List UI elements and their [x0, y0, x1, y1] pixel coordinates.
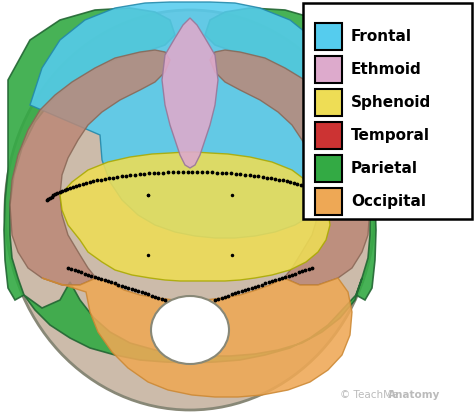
- Polygon shape: [30, 2, 350, 238]
- Text: Frontal: Frontal: [351, 29, 412, 44]
- Text: Anatomy: Anatomy: [388, 390, 440, 400]
- Polygon shape: [205, 8, 376, 300]
- Polygon shape: [24, 278, 362, 363]
- Text: Occipital: Occipital: [351, 194, 426, 209]
- FancyBboxPatch shape: [315, 122, 342, 149]
- Text: Parietal: Parietal: [351, 161, 418, 176]
- FancyBboxPatch shape: [315, 188, 342, 215]
- Polygon shape: [162, 18, 218, 168]
- Text: Temporal: Temporal: [351, 128, 430, 143]
- Text: Ethmoid: Ethmoid: [351, 62, 422, 77]
- Text: © TeachMe: © TeachMe: [340, 390, 398, 400]
- FancyBboxPatch shape: [303, 3, 472, 219]
- Ellipse shape: [151, 296, 229, 364]
- Polygon shape: [42, 278, 352, 397]
- FancyBboxPatch shape: [315, 56, 342, 83]
- FancyBboxPatch shape: [315, 23, 342, 50]
- FancyBboxPatch shape: [315, 155, 342, 182]
- Ellipse shape: [5, 10, 375, 410]
- FancyBboxPatch shape: [315, 89, 342, 116]
- Polygon shape: [210, 50, 370, 285]
- Text: Sphenoid: Sphenoid: [351, 95, 431, 110]
- Polygon shape: [4, 8, 175, 300]
- Polygon shape: [60, 152, 330, 281]
- Polygon shape: [10, 50, 170, 285]
